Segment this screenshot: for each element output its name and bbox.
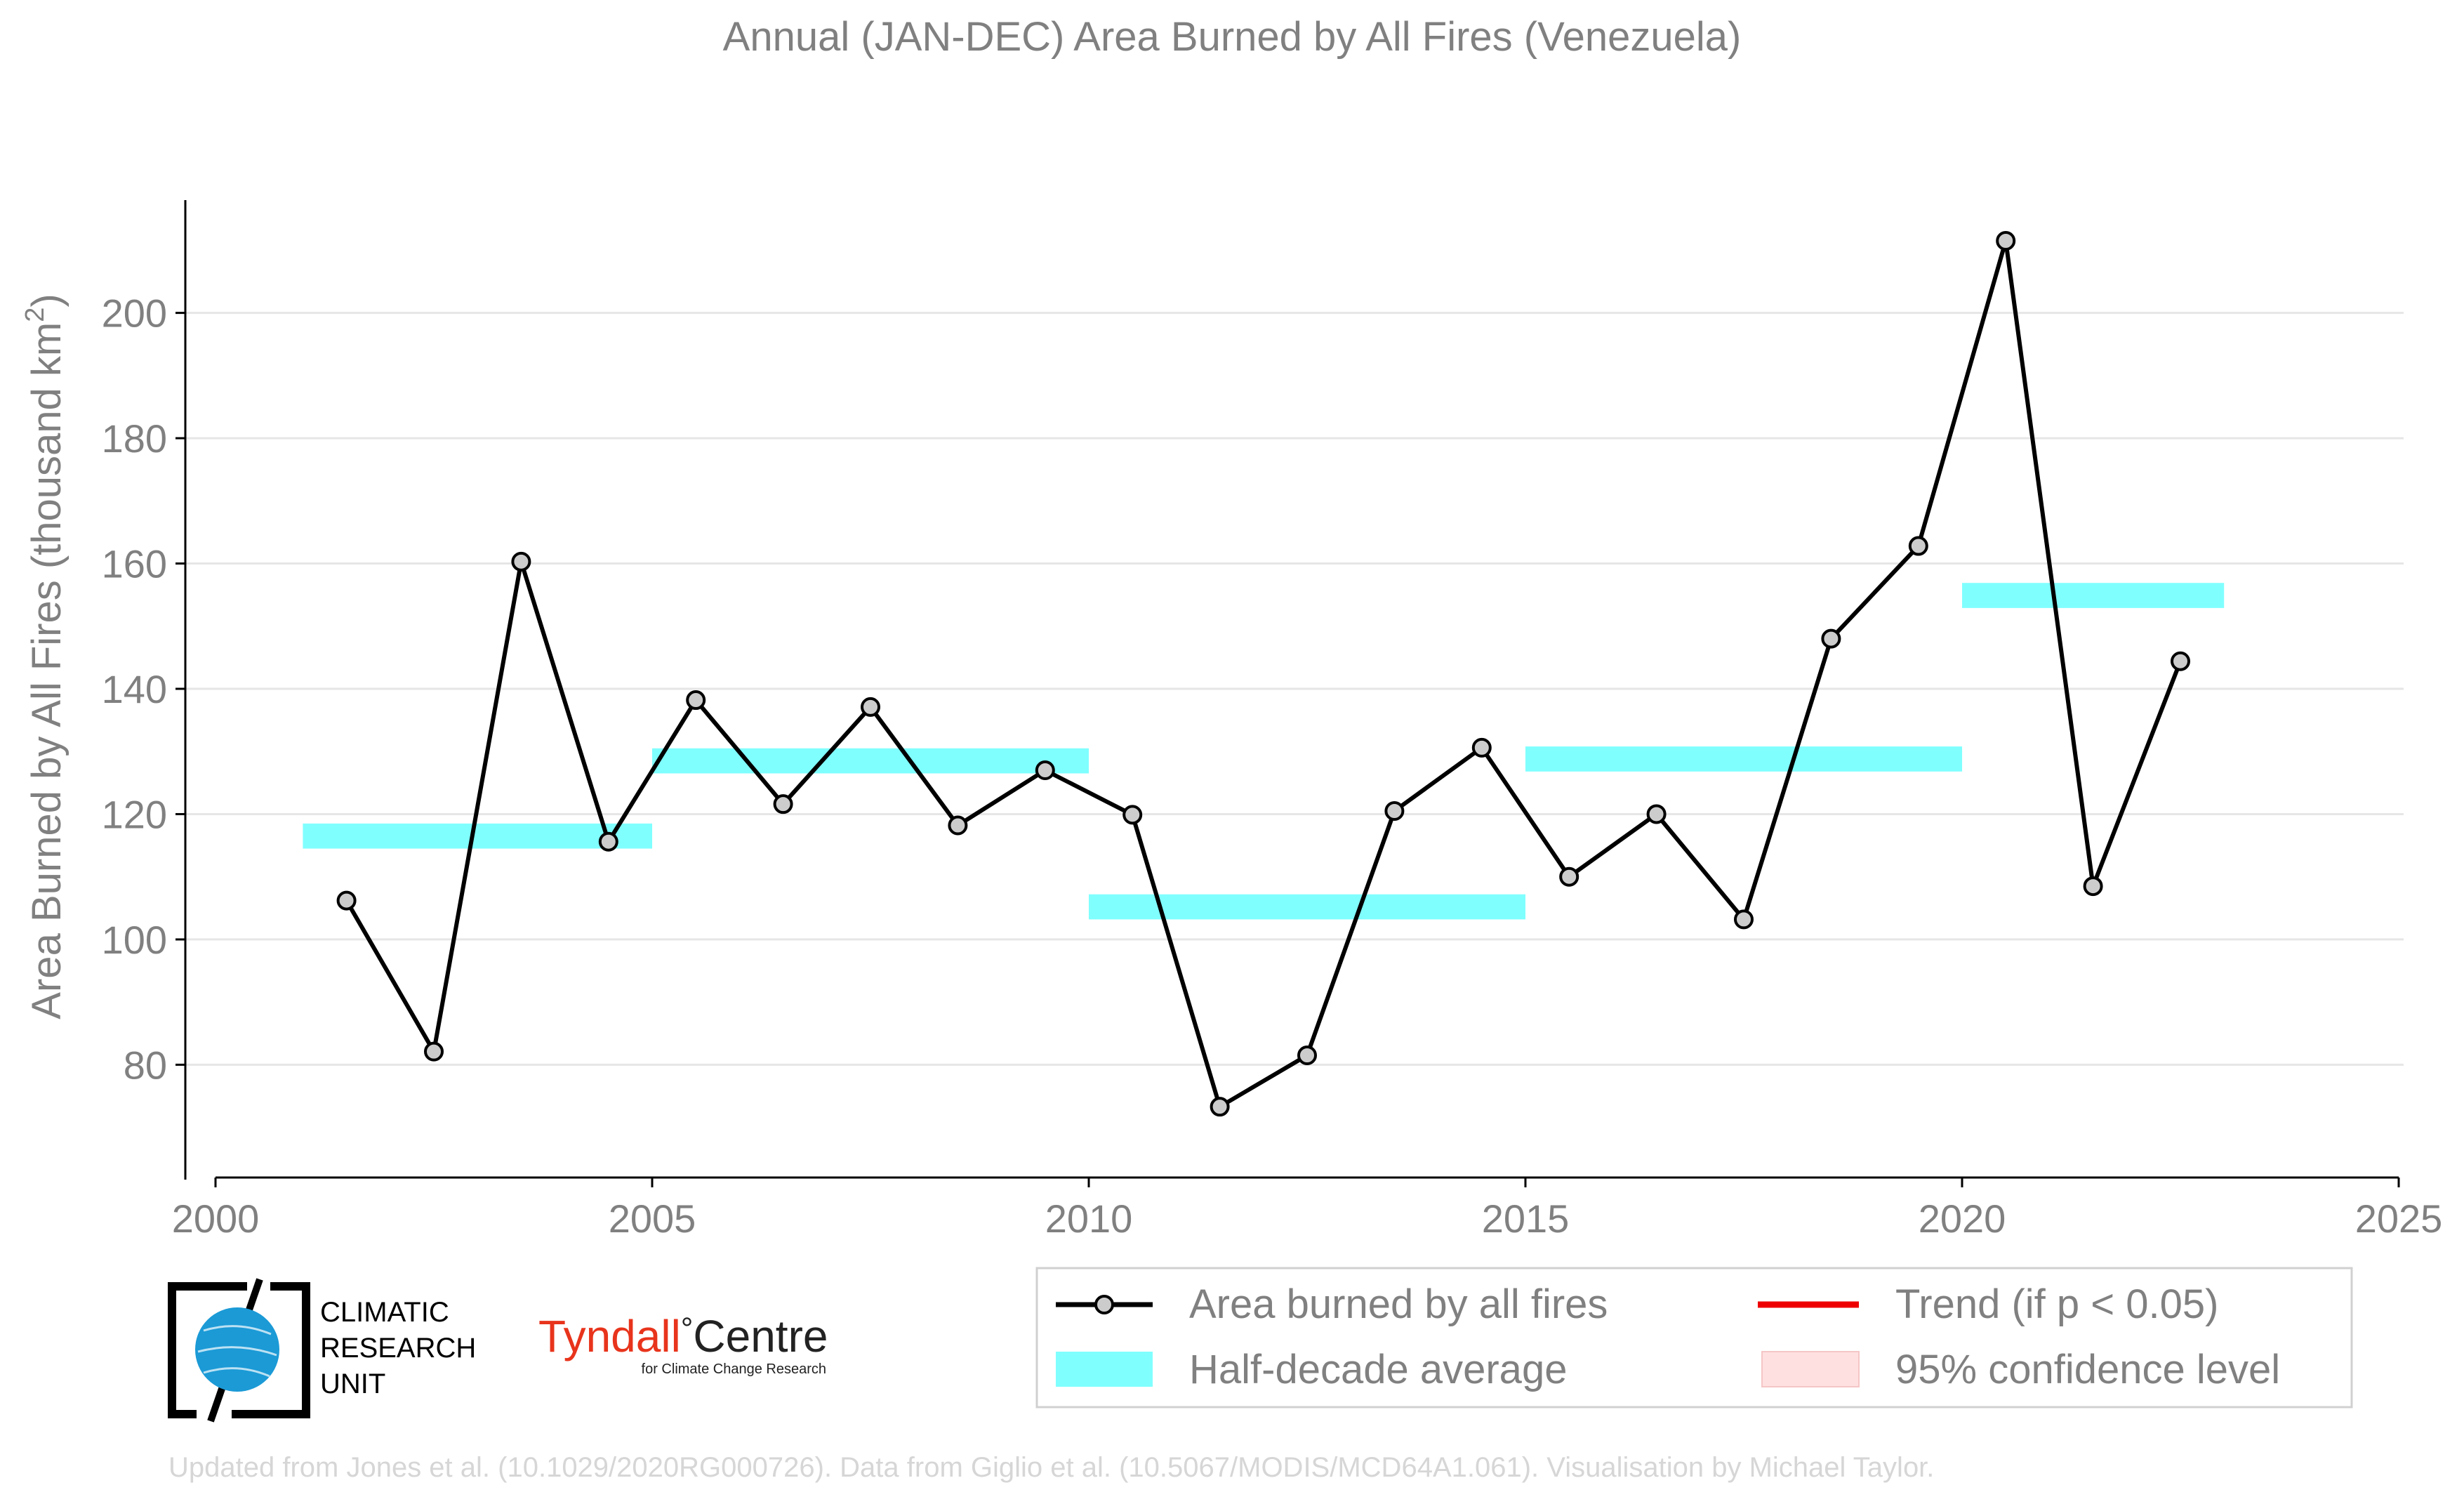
cru-logo-text-2: RESEARCH bbox=[320, 1333, 476, 1364]
data-point bbox=[1559, 866, 1579, 887]
series-line bbox=[345, 239, 2183, 1109]
legend-marker-swatch bbox=[1094, 1295, 1114, 1314]
data-point bbox=[773, 794, 793, 815]
y-tick-label: 160 bbox=[102, 542, 167, 586]
y-axis-ticks: 80 100 120 140 160 180 200 bbox=[102, 291, 185, 1087]
tyndall-logo-centre: Centre bbox=[693, 1311, 828, 1361]
data-point bbox=[2083, 876, 2103, 897]
data-point bbox=[948, 815, 968, 836]
data-point bbox=[2171, 651, 2190, 671]
x-tick-label: 2025 bbox=[2355, 1196, 2443, 1241]
chart-title: Annual (JAN-DEC) Area Burned by All Fire… bbox=[723, 14, 1742, 60]
legend-label-area-burned: Area burned by all fires bbox=[1189, 1281, 1608, 1327]
half-decade-band bbox=[1525, 746, 1962, 772]
data-point bbox=[424, 1041, 444, 1062]
legend-band-swatch bbox=[1056, 1352, 1153, 1387]
cru-logo-text-3: UNIT bbox=[320, 1369, 385, 1399]
data-point bbox=[1384, 801, 1405, 821]
x-tick-label: 2015 bbox=[1482, 1196, 1570, 1241]
half-decade-band bbox=[303, 823, 652, 849]
y-tick-label: 140 bbox=[102, 667, 167, 711]
legend-label-ci: 95% confidence level bbox=[1895, 1347, 2280, 1392]
cru-logo-frame bbox=[168, 1282, 310, 1418]
cru-logo-globe-lines bbox=[197, 1325, 277, 1378]
grid-lines bbox=[185, 312, 2404, 1066]
data-point bbox=[1210, 1097, 1230, 1117]
data-point bbox=[1646, 804, 1667, 824]
x-axis-ticks: 2000 2005 2010 2015 2020 2025 bbox=[172, 1178, 2443, 1241]
data-point bbox=[1035, 760, 1055, 780]
half-decade-bands bbox=[303, 583, 2225, 920]
y-axis-label-main: Area Burned by All Fires (thousand km bbox=[24, 322, 69, 1020]
data-point bbox=[1471, 737, 1492, 758]
data-point bbox=[861, 697, 880, 717]
cru-logo-text-1: CLIMATIC bbox=[320, 1297, 449, 1328]
y-tick-label: 100 bbox=[102, 918, 167, 962]
legend-label-half-decade: Half-decade average bbox=[1189, 1347, 1567, 1392]
data-point bbox=[686, 690, 706, 711]
y-tick-label: 200 bbox=[102, 291, 167, 336]
tyndall-logo: Tyndall°Centre for Climate Change Resear… bbox=[538, 1311, 828, 1377]
data-point bbox=[1996, 231, 2016, 251]
y-axis-label-sup: 2 bbox=[20, 308, 50, 322]
y-tick-label: 80 bbox=[124, 1043, 167, 1087]
tyndall-logo-main: Tyndall°Centre bbox=[538, 1311, 828, 1361]
data-point bbox=[511, 551, 531, 572]
data-point bbox=[1122, 805, 1143, 825]
data-point bbox=[1821, 628, 1841, 649]
half-decade-band bbox=[1962, 583, 2225, 608]
footer-credit: Updated from Jones et al. (10.1029/2020R… bbox=[168, 1452, 1935, 1483]
data-point bbox=[1734, 909, 1754, 930]
cru-logo: CLIMATIC RESEARCH UNIT bbox=[168, 1278, 476, 1423]
legend-label-trend: Trend (if p < 0.05) bbox=[1895, 1281, 2218, 1327]
legend-frame bbox=[1035, 1267, 2353, 1409]
y-tick-label: 180 bbox=[102, 416, 167, 461]
x-tick-label: 2005 bbox=[609, 1196, 696, 1241]
legend: Area burned by all fires Trend (if p < 0… bbox=[1035, 1267, 2353, 1409]
tyndall-logo-degree: ° bbox=[681, 1312, 694, 1346]
half-decade-band bbox=[1089, 894, 1525, 920]
y-tick-label: 120 bbox=[102, 792, 167, 836]
half-decade-band bbox=[652, 748, 1089, 774]
data-point bbox=[336, 890, 357, 911]
x-tick-label: 2000 bbox=[172, 1196, 260, 1241]
legend-ci-swatch bbox=[1761, 1351, 1860, 1387]
x-tick-label: 2020 bbox=[1919, 1196, 2006, 1241]
data-point bbox=[1297, 1046, 1317, 1065]
y-axis-label-close: ) bbox=[24, 294, 69, 307]
tyndall-logo-tyndall: Tyndall bbox=[538, 1311, 681, 1361]
series-area-burned bbox=[336, 231, 2190, 1117]
tyndall-logo-sub: for Climate Change Research bbox=[642, 1361, 826, 1377]
x-tick-label: 2010 bbox=[1045, 1196, 1133, 1241]
data-point bbox=[598, 831, 618, 852]
y-axis-label: Area Burned by All Fires (thousand km2) bbox=[20, 294, 69, 1019]
data-point bbox=[1908, 536, 1928, 556]
